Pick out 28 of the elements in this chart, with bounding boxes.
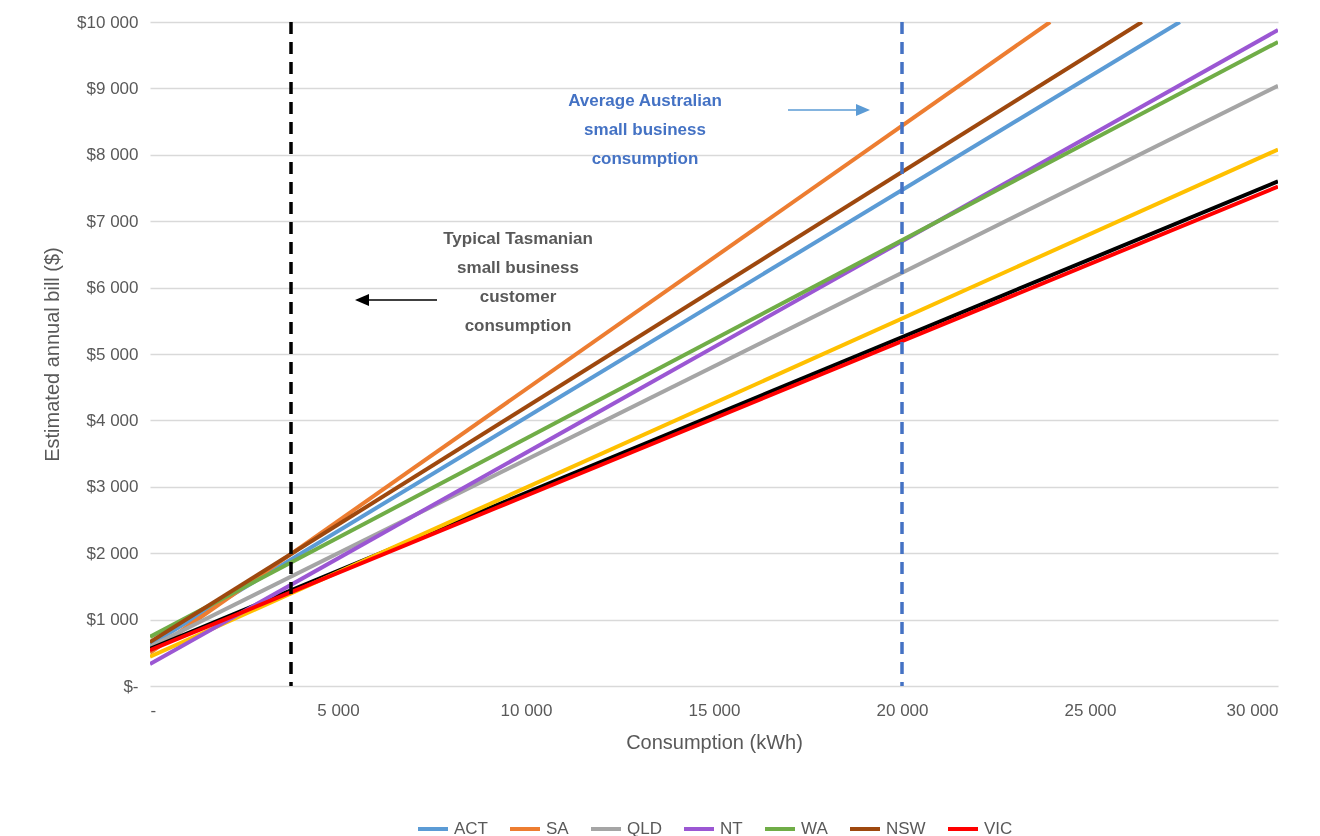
annotation: Typical Tasmanian small business customer consumption: [443, 229, 593, 335]
x-tick-label: 25 000: [1064, 700, 1117, 720]
legend-label: VIC: [984, 819, 1013, 836]
legend-label: ACT: [454, 819, 488, 836]
legend-label: NSW: [886, 819, 926, 836]
y-tick-label: $8 000: [86, 145, 139, 165]
x-tick-label: 30 000: [1226, 700, 1279, 720]
y-tick-label: $10 000: [77, 12, 139, 32]
y-tick-label: $1 000: [86, 610, 139, 630]
legend-label: SA: [546, 819, 570, 836]
x-tick-label: 15 000: [688, 700, 741, 720]
y-tick-label: $-: [123, 676, 139, 696]
y-tick-label: $9 000: [86, 78, 139, 98]
y-axis-title: Estimated annual bill ($): [41, 247, 64, 462]
y-tick-label: $4 000: [86, 410, 139, 430]
y-tick-label: $6 000: [86, 278, 139, 298]
y-tick-label: $7 000: [86, 211, 139, 231]
x-tick-label: -: [150, 700, 157, 720]
legend-label: WA: [801, 819, 829, 836]
y-tick-label: $3 000: [86, 477, 139, 497]
x-axis-title: Consumption (kWh): [626, 730, 803, 753]
x-tick-label: 10 000: [500, 700, 553, 720]
annotation: Average Australian small business consumption: [568, 91, 722, 168]
y-tick-label: $5 000: [86, 344, 139, 364]
x-tick-label: 20 000: [876, 700, 929, 720]
x-tick-label: 5 000: [317, 700, 360, 720]
y-tick-label: $2 000: [86, 543, 139, 563]
legend-label: NT: [720, 819, 743, 836]
